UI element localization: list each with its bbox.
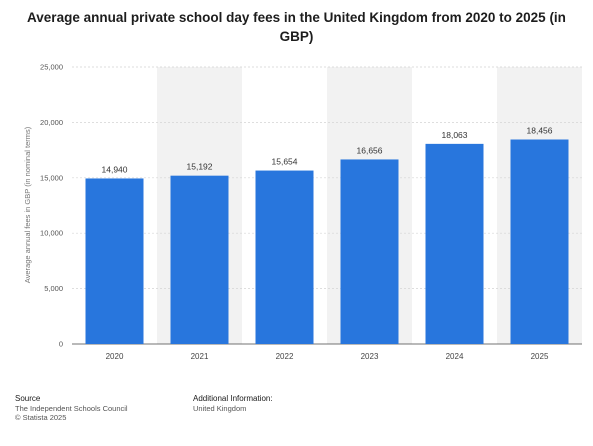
- bar: [510, 139, 569, 344]
- source-block: Source The Independent Schools Council ©…: [15, 394, 128, 423]
- additional-info-line: United Kingdom: [193, 403, 247, 413]
- y-tick-label: 5,000: [44, 284, 63, 293]
- gridlines: [72, 66, 582, 345]
- bar-value-label: 16,656: [357, 145, 383, 155]
- bar: [170, 175, 229, 344]
- additional-info-block: Additional Information: United Kingdom: [193, 394, 273, 413]
- y-tick-label: 20,000: [40, 118, 63, 127]
- y-axis-label: Average annual fees in GBP (in nominal t…: [23, 126, 32, 283]
- source-line: The Independent Schools Council: [15, 403, 128, 413]
- x-tick-label: 2025: [531, 352, 549, 361]
- bar-value-label: 18,063: [442, 130, 468, 140]
- bar-value-label: 18,456: [527, 126, 553, 136]
- x-axis-ticks: 2020 2021 2022 2023 2024 2025: [106, 352, 549, 361]
- y-tick-label: 15,000: [40, 173, 63, 182]
- source-heading: Source: [15, 394, 41, 403]
- bar: [340, 159, 399, 344]
- bar-value-label: 15,654: [272, 157, 298, 167]
- x-tick-label: 2022: [276, 352, 294, 361]
- value-labels: 14,940 15,192 15,654 16,656 18,063 18,456: [102, 126, 553, 175]
- y-tick-label: 0: [59, 340, 63, 349]
- x-tick-label: 2023: [361, 352, 379, 361]
- bar-value-label: 15,192: [187, 162, 213, 172]
- bar: [85, 178, 144, 344]
- bar-value-label: 14,940: [102, 164, 128, 174]
- bar: [255, 170, 314, 344]
- y-tick-label: 10,000: [40, 229, 63, 238]
- x-tick-label: 2020: [106, 352, 124, 361]
- bars: [85, 139, 569, 344]
- bar: [425, 143, 484, 344]
- x-tick-label: 2024: [446, 352, 464, 361]
- y-tick-label: 25,000: [40, 63, 63, 72]
- y-axis-ticks: 0 5,000 10,000 15,000 20,000 25,000: [40, 63, 63, 349]
- x-tick-label: 2021: [191, 352, 209, 361]
- additional-info-heading: Additional Information:: [193, 394, 273, 403]
- copyright-line: © Statista 2025: [15, 413, 67, 422]
- chart-title: Average annual private school day fees i…: [27, 10, 566, 44]
